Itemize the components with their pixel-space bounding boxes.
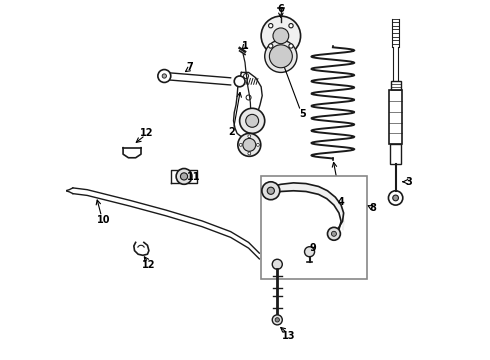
Text: 4: 4 [338,197,344,207]
Bar [390,90,402,144]
Text: 6: 6 [277,4,284,14]
Circle shape [248,135,251,138]
Circle shape [239,143,242,146]
Circle shape [272,315,282,325]
Polygon shape [234,72,262,138]
Text: 9: 9 [310,243,317,253]
Bar [391,81,401,90]
Text: 1: 1 [242,41,248,50]
Circle shape [289,23,293,28]
Circle shape [243,138,256,151]
Text: 3: 3 [406,177,413,187]
Circle shape [240,108,265,134]
Circle shape [238,134,261,156]
Circle shape [256,143,259,146]
Bar [261,176,367,279]
Text: 12: 12 [140,128,153,138]
Circle shape [331,231,337,236]
Text: 5: 5 [299,109,306,119]
Text: 8: 8 [369,203,376,213]
Circle shape [273,28,289,44]
Circle shape [262,182,280,200]
Circle shape [245,114,259,127]
Circle shape [269,44,273,48]
Text: 2: 2 [228,127,235,136]
Circle shape [176,168,192,184]
Circle shape [267,187,274,194]
Text: 11: 11 [187,172,201,182]
Circle shape [393,195,398,201]
Circle shape [248,152,251,155]
Circle shape [162,74,167,78]
Text: 12: 12 [142,260,156,270]
Circle shape [275,318,279,322]
Text: 10: 10 [97,215,110,225]
Circle shape [261,16,300,55]
Text: 13: 13 [282,331,295,341]
Circle shape [304,247,315,257]
Circle shape [269,23,273,28]
Circle shape [270,45,293,68]
Text: 7: 7 [186,62,193,72]
Bar [390,144,401,164]
Circle shape [327,227,341,240]
Circle shape [158,69,171,82]
Circle shape [272,259,282,269]
Circle shape [289,44,293,48]
Circle shape [180,173,188,180]
Circle shape [265,40,297,72]
Circle shape [234,76,245,87]
